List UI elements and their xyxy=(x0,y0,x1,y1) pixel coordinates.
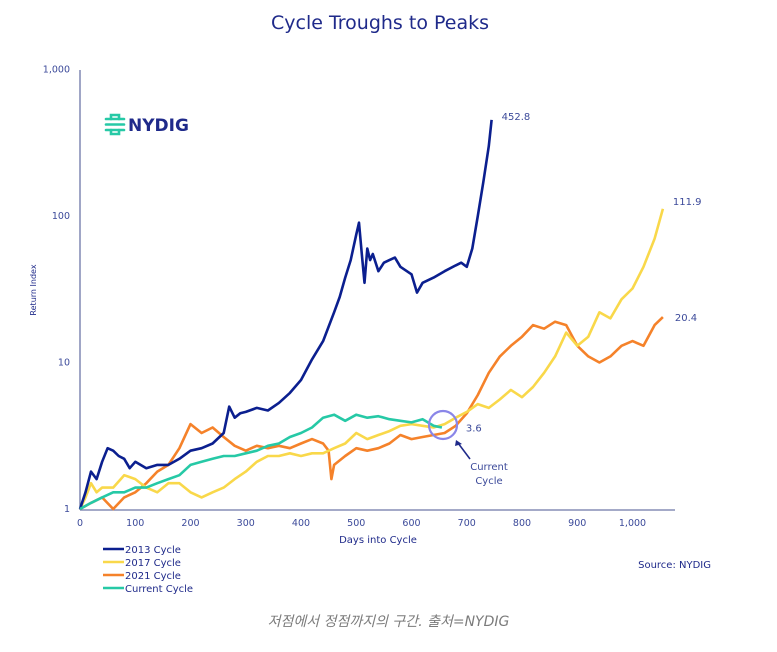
end-label: 452.8 xyxy=(502,112,531,123)
series-line-2017-cycle xyxy=(78,208,665,510)
nydig-logo-text: NYDIG xyxy=(128,116,189,136)
series-line-2021-cycle xyxy=(79,316,664,511)
annotation-line2: Cycle xyxy=(475,476,502,487)
legend-label: 2017 Cycle xyxy=(125,558,181,569)
series-line-current-cycle xyxy=(79,413,443,511)
y-axis-label: Return Index xyxy=(29,264,38,315)
end-label: 3.6 xyxy=(466,424,482,435)
x-tick-label: 200 xyxy=(181,518,199,529)
legend-label: 2013 Cycle xyxy=(125,545,181,556)
series-lines xyxy=(78,119,665,511)
highlight-circle xyxy=(427,409,459,441)
x-tick-label: 400 xyxy=(292,518,310,529)
x-tick-label: 1,000 xyxy=(619,518,646,529)
legend-label: Current Cycle xyxy=(125,584,193,595)
current-cycle-annotation: Current Cycle xyxy=(427,409,508,487)
end-labels: 452.8 111.9 20.4 3.6 xyxy=(466,112,702,435)
source-note: Source: NYDIG xyxy=(638,560,711,571)
y-tick-labels: 1 10 100 1,000 xyxy=(43,65,70,516)
x-tick-label: 0 xyxy=(77,518,83,529)
x-axis-label: Days into Cycle xyxy=(339,535,417,546)
cycle-chart: Cycle Troughs to Peaks NYDIG 0 100 200 300 4… xyxy=(29,12,711,595)
annotation-line1: Current xyxy=(470,462,508,473)
x-tick-label: 100 xyxy=(126,518,144,529)
y-tick-label: 10 xyxy=(58,358,70,369)
axes xyxy=(79,70,675,511)
nydig-logo-icon xyxy=(104,113,126,136)
chart-title: Cycle Troughs to Peaks xyxy=(271,12,489,34)
end-label: 20.4 xyxy=(675,313,697,324)
x-tick-label: 600 xyxy=(402,518,420,529)
legend-label: 2021 Cycle xyxy=(125,571,181,582)
annotation-arrow xyxy=(457,442,471,460)
legend: 2013 Cycle 2017 Cycle 2021 Cycle Current Cy… xyxy=(103,545,193,595)
image-caption: 저점에서 정점까지의 구간. 출처=NYDIG xyxy=(267,614,510,630)
series-line-2013-cycle xyxy=(78,119,493,510)
x-tick-label: 800 xyxy=(513,518,531,529)
y-tick-label: 100 xyxy=(52,211,70,222)
x-tick-labels: 0 100 200 300 400 500 600 700 800 900 1,000 xyxy=(77,518,646,529)
x-tick-label: 900 xyxy=(568,518,586,529)
x-tick-label: 500 xyxy=(347,518,365,529)
end-label: 111.9 xyxy=(673,197,702,208)
x-tick-label: 300 xyxy=(237,518,255,529)
y-tick-label: 1,000 xyxy=(43,65,70,76)
nydig-logo: NYDIG xyxy=(104,113,189,136)
y-tick-label: 1 xyxy=(64,504,70,515)
arrow-head-icon xyxy=(455,440,462,446)
x-tick-label: 700 xyxy=(458,518,476,529)
